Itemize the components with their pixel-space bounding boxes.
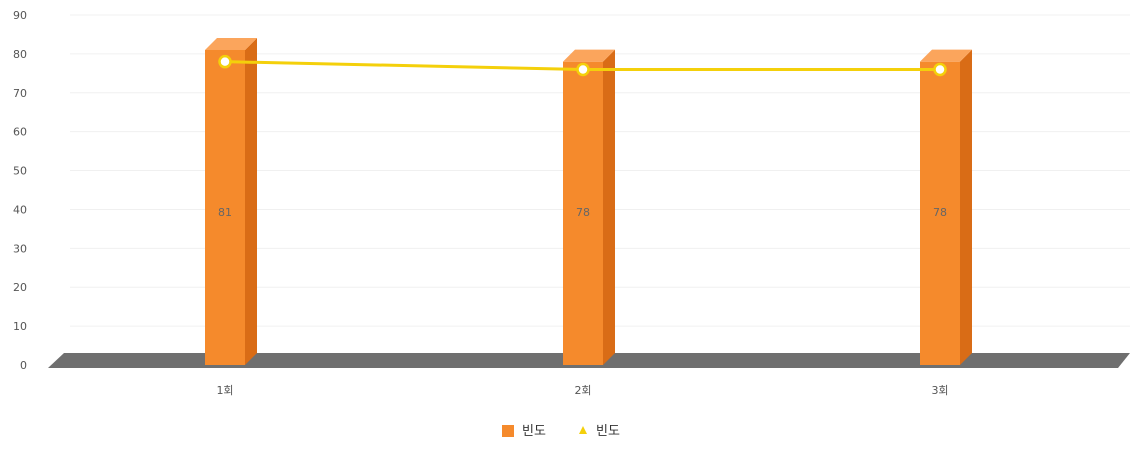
y-tick-label: 0 (20, 359, 27, 372)
line-point (933, 62, 947, 77)
line-point (576, 62, 590, 77)
y-tick-label: 20 (13, 281, 27, 294)
y-tick-label: 80 (13, 48, 27, 61)
bar (563, 61, 603, 366)
y-tick-label: 70 (13, 87, 27, 100)
bar-data-label: 81 (218, 206, 232, 219)
bar (920, 61, 960, 366)
legend: 빈도 빈도 (502, 424, 620, 439)
line-point (218, 54, 232, 69)
x-axis: 1회 2회 3회 (216, 384, 948, 397)
bar-side (245, 38, 257, 365)
x-tick-label: 1회 (216, 384, 233, 397)
bar (205, 50, 245, 365)
y-tick-label: 40 (13, 203, 27, 216)
y-axis: 0 10 20 30 40 50 60 70 80 90 (13, 9, 27, 372)
line-series (218, 54, 947, 77)
x-tick-label: 2회 (574, 384, 591, 397)
y-tick-label: 10 (13, 320, 27, 333)
legend-swatch-bar (502, 425, 514, 437)
bars: 81 78 78 (205, 38, 972, 366)
bar-top (920, 49, 972, 62)
x-tick-label: 3회 (931, 384, 948, 397)
y-tick-label: 50 (13, 165, 27, 178)
legend-swatch-line (579, 426, 587, 434)
y-tick-label: 60 (13, 126, 27, 139)
y-tick-label: 30 (13, 242, 27, 255)
bar-side (960, 49, 972, 366)
legend-label-line: 빈도 (596, 424, 620, 439)
bar-data-label: 78 (933, 206, 947, 219)
bar-top (205, 38, 257, 50)
bar-data-label: 78 (576, 206, 590, 219)
legend-label-bar: 빈도 (522, 424, 546, 439)
y-tick-label: 90 (13, 9, 27, 22)
bar-top (563, 49, 615, 62)
bar-side (603, 49, 615, 366)
